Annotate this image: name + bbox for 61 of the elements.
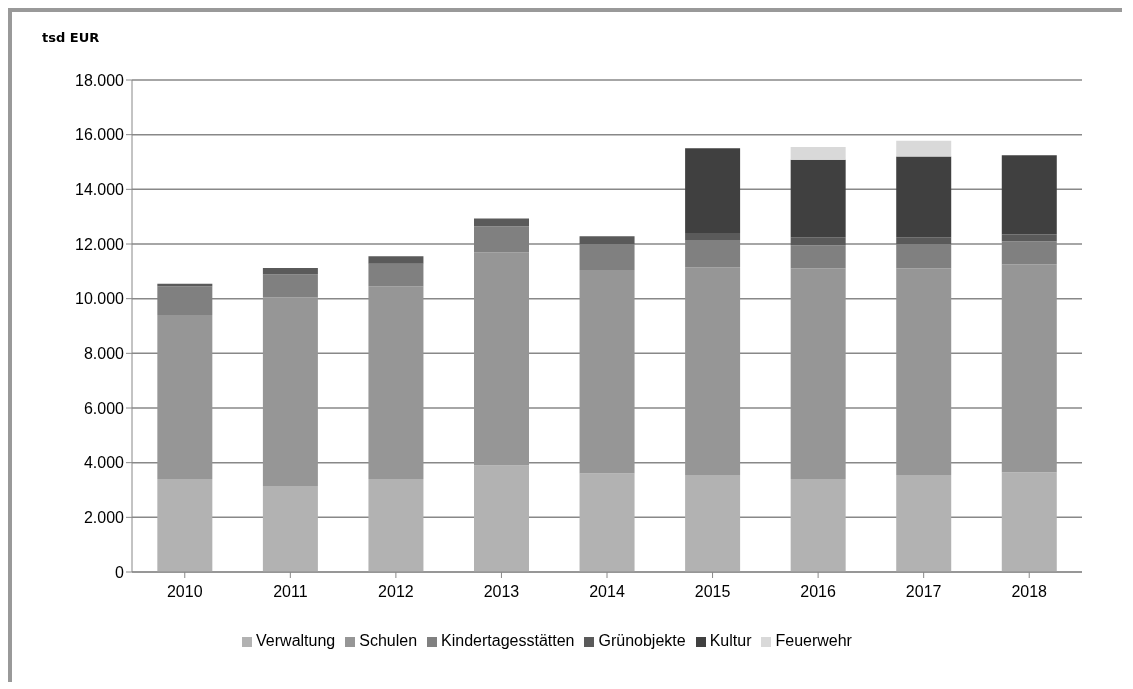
- bar: [368, 256, 424, 264]
- bar: [579, 236, 635, 244]
- legend-label: Kindertagesstätten: [441, 632, 575, 649]
- y-tick-label: 2.000: [83, 509, 125, 527]
- bar: [896, 140, 952, 157]
- bar: [790, 159, 846, 238]
- x-tick-label: 2013: [483, 583, 520, 601]
- bar: [790, 237, 846, 246]
- bar: [368, 263, 424, 287]
- y-tick-label: 14.000: [75, 181, 125, 199]
- bar: [685, 233, 741, 240]
- bar: [368, 479, 424, 572]
- x-tick-label: 2010: [166, 583, 203, 601]
- bar: [790, 268, 846, 480]
- x-tick-label: 2018: [1011, 583, 1048, 601]
- bar: [896, 474, 952, 572]
- x-tick-label: 2015: [694, 583, 731, 601]
- y-tick-label: 10.000: [75, 290, 125, 308]
- bar: [790, 146, 846, 160]
- x-tick-label: 2014: [589, 583, 625, 601]
- bar: [262, 297, 318, 486]
- bar: [1001, 155, 1057, 235]
- bar: [1001, 472, 1057, 572]
- y-tick-label: 0: [115, 563, 125, 581]
- bar: [1001, 264, 1057, 473]
- bar: [790, 479, 846, 572]
- bar: [262, 274, 318, 298]
- legend-label: Feuerwehr: [775, 632, 852, 649]
- bar: [685, 474, 741, 572]
- bar: [474, 252, 529, 466]
- x-tick-label: 2011: [273, 583, 308, 601]
- bar: [157, 479, 213, 572]
- bar: [790, 245, 846, 269]
- x-tick-label: 2012: [378, 583, 414, 601]
- bar: [896, 268, 952, 475]
- y-tick-label: 6.000: [83, 399, 125, 417]
- bar: [685, 148, 741, 234]
- bar: [579, 473, 635, 572]
- y-tick-label: 8.000: [83, 345, 125, 363]
- bar: [262, 485, 318, 572]
- bar: [262, 268, 318, 275]
- bar: [157, 315, 213, 480]
- bar: [896, 237, 952, 244]
- legend-label: Grünobjekte: [598, 632, 686, 649]
- legend-label: Schulen: [359, 632, 418, 649]
- y-axis-title: tsd EUR: [42, 30, 100, 45]
- bar: [1001, 234, 1057, 242]
- y-tick-label: 4.000: [83, 454, 125, 472]
- x-tick-label: 2016: [800, 583, 837, 601]
- x-tick-label: 2017: [905, 583, 942, 601]
- legend-label: Verwaltung: [256, 632, 336, 649]
- bar: [474, 465, 529, 572]
- bar: [474, 218, 529, 227]
- bar: [579, 269, 635, 474]
- legend-label: Kultur: [709, 632, 752, 649]
- bar: [368, 286, 424, 480]
- y-tick-label: 16.000: [75, 126, 125, 144]
- bar: [685, 267, 741, 475]
- y-tick-label: 12.000: [75, 235, 125, 253]
- bar: [896, 156, 952, 238]
- y-tick-label: 18.000: [75, 71, 125, 89]
